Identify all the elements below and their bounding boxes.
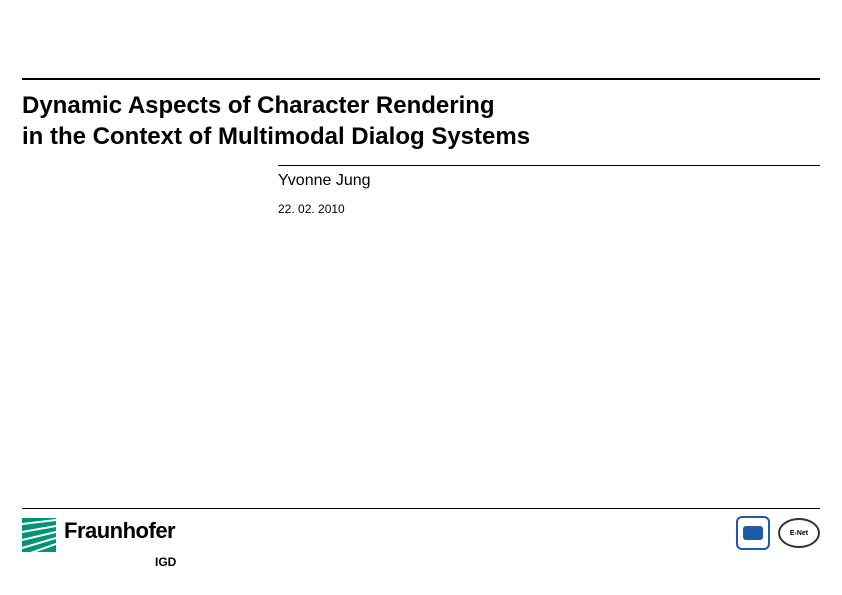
fraunhofer-institute-label: IGD: [155, 555, 176, 569]
title-line-1: Dynamic Aspects of Character Rendering: [22, 90, 530, 121]
enet-badge-label: E-Net: [790, 530, 808, 537]
fraunhofer-wordmark: Fraunhofer: [64, 518, 175, 544]
subtitle-divider: [278, 165, 820, 166]
author-name: Yvonne Jung: [278, 172, 371, 190]
certification-badges: E-Net: [736, 516, 820, 550]
title-line-2: in the Context of Multimodal Dialog Syst…: [22, 121, 530, 152]
bottom-divider: [22, 508, 820, 509]
certification-badge-icon: [736, 516, 770, 550]
enet-badge-icon: E-Net: [778, 518, 820, 548]
top-divider: [22, 78, 820, 80]
fraunhofer-mark-icon: [22, 518, 56, 552]
presentation-date: 22. 02. 2010: [278, 202, 345, 216]
fraunhofer-logo: Fraunhofer: [22, 518, 175, 552]
slide-title: Dynamic Aspects of Character Rendering i…: [22, 90, 530, 152]
